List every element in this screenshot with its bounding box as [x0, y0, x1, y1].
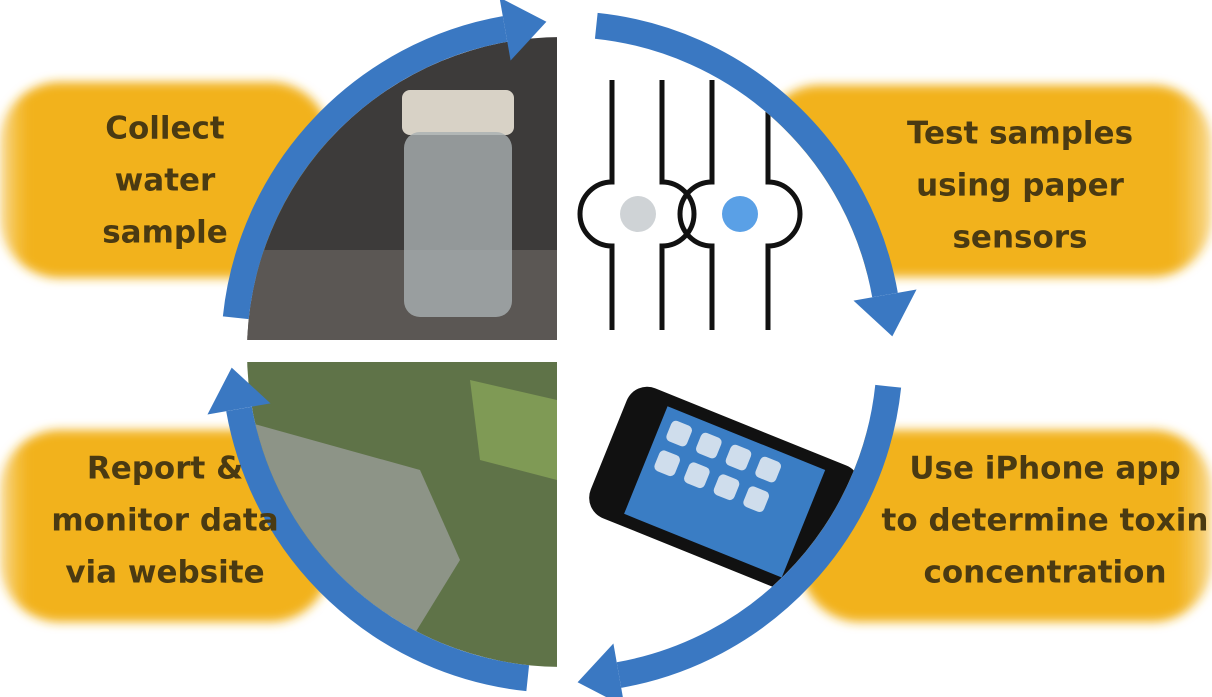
page: {"steps": [ {"lines": ["Collect", "water… [0, 0, 1212, 697]
cycle-diagram: Collect water sample Test samples using pape… [0, 0, 1212, 697]
step-label: monitor data [51, 503, 278, 539]
step-label: Collect [105, 111, 225, 147]
step-label: using paper [916, 168, 1125, 204]
step-label: Report & [87, 451, 243, 487]
step-label: to determine toxin [882, 503, 1209, 539]
vial [404, 132, 512, 317]
step-label: concentration [923, 555, 1166, 591]
step-label: water [115, 163, 216, 199]
step-label: sensors [952, 220, 1087, 256]
spot [620, 196, 656, 232]
step-label: Test samples [907, 116, 1133, 152]
vial-cap [402, 90, 514, 135]
step-label: via website [65, 555, 264, 591]
spot [722, 196, 758, 232]
step-label: sample [102, 215, 228, 251]
step-label: Use iPhone app [909, 451, 1180, 487]
